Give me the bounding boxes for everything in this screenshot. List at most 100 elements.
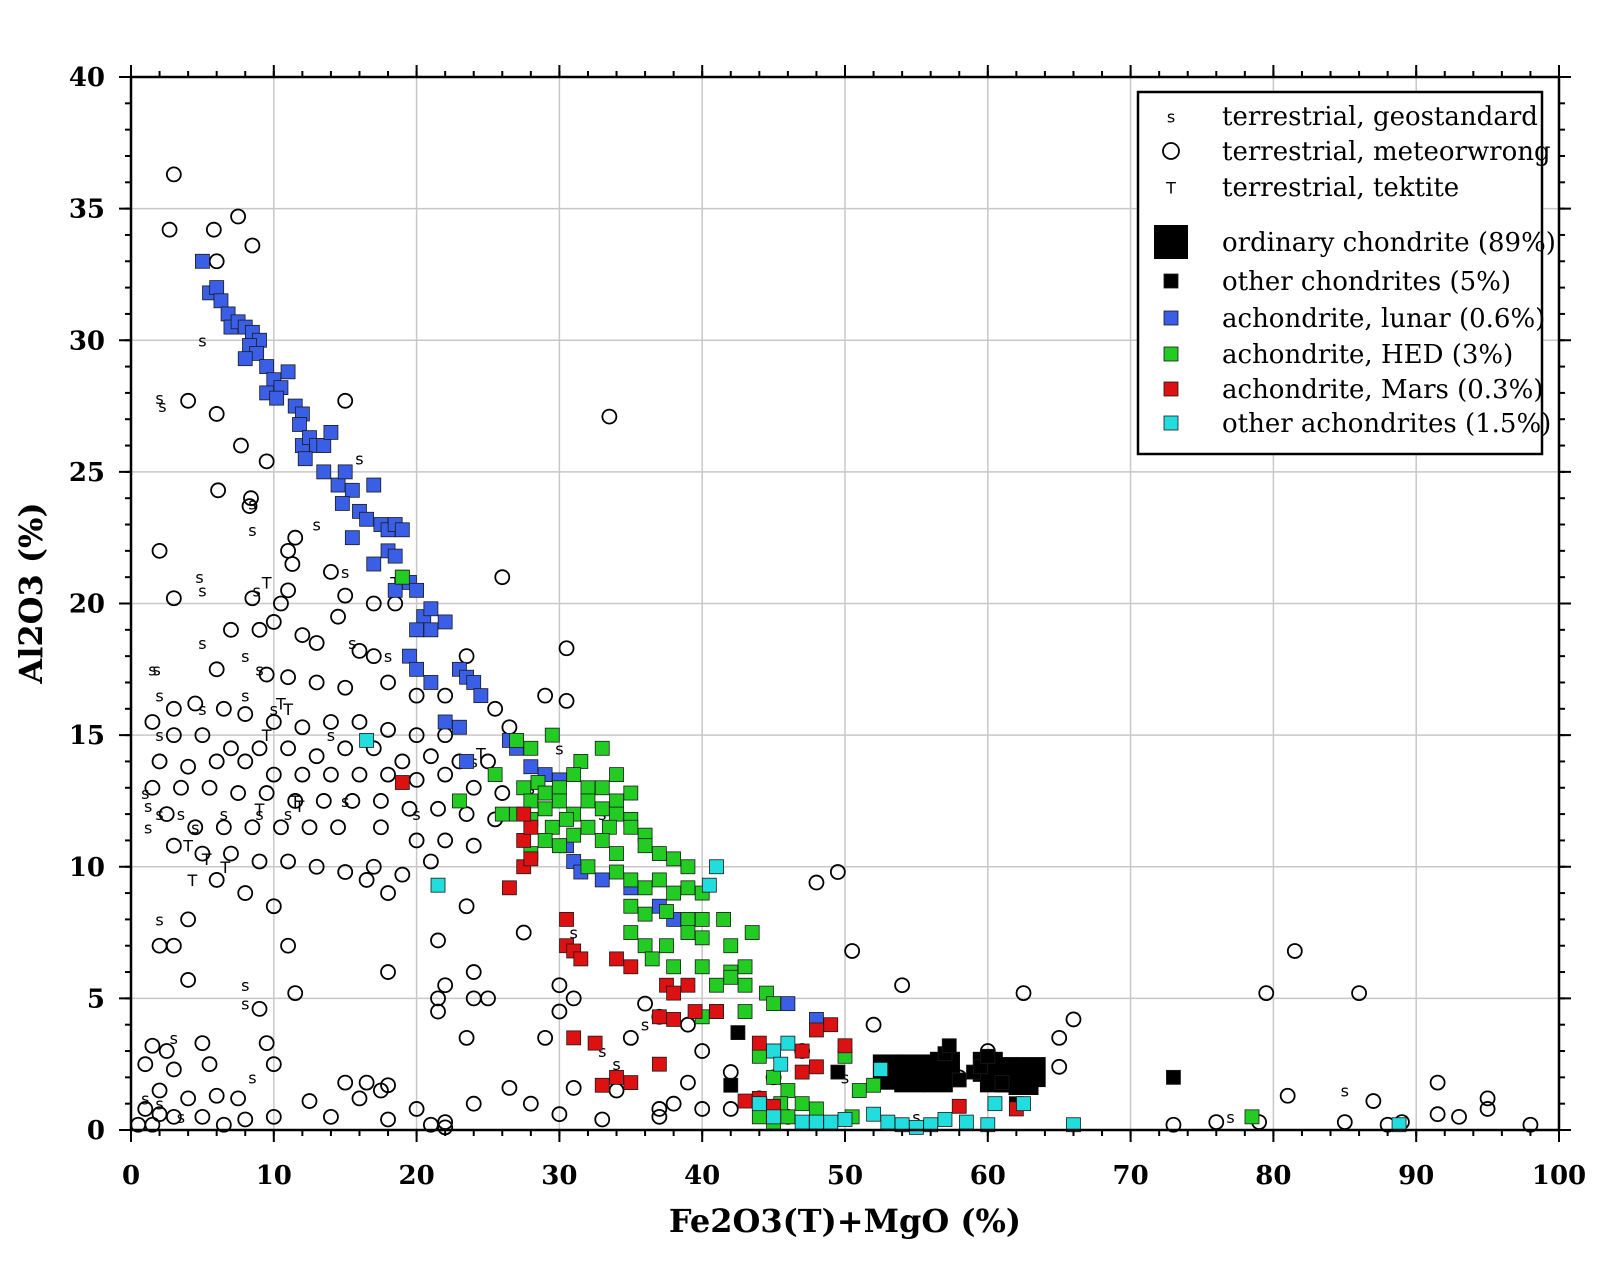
data-point [551, 1003, 568, 1020]
data-point: T [289, 792, 300, 811]
data-point: s [412, 805, 420, 824]
data-point [651, 1056, 667, 1072]
series-8 [359, 732, 1407, 1135]
data-point [330, 477, 346, 493]
data-point [316, 438, 332, 453]
data-point [430, 877, 446, 893]
data-point [323, 766, 339, 783]
data-point [941, 1038, 957, 1054]
data-point [573, 754, 589, 769]
data-point [223, 845, 239, 862]
data-point: s [141, 1089, 149, 1108]
data-point [372, 1082, 389, 1099]
data-point [566, 827, 582, 843]
data-point: T [254, 800, 265, 819]
x-tick-label: 100 [1532, 1161, 1586, 1191]
data-point: s [155, 389, 163, 408]
data-point [637, 938, 653, 954]
data-point [523, 851, 539, 867]
data-point [380, 964, 396, 980]
data-point [844, 943, 861, 959]
data-point [351, 642, 368, 659]
data-point [1286, 943, 1303, 959]
data-point [466, 675, 482, 690]
data-point [165, 700, 182, 717]
data-point [737, 1004, 753, 1019]
data-point [351, 766, 368, 783]
data-point [210, 482, 227, 499]
data-point [194, 1108, 211, 1125]
y-tick-label: 15 [69, 721, 105, 751]
data-point [1429, 1106, 1446, 1123]
data-point [244, 237, 261, 254]
data-point [680, 977, 696, 993]
data-point [1015, 985, 1032, 1002]
data-point [544, 819, 560, 835]
data-point [269, 390, 285, 406]
data-point [337, 864, 354, 880]
y-tick-label: 20 [69, 590, 105, 620]
data-point [437, 832, 454, 849]
data-point [337, 1074, 354, 1091]
data-point [465, 779, 482, 796]
legend-marker [1163, 381, 1179, 397]
data-point [837, 1038, 853, 1054]
data-point [265, 714, 282, 730]
data-point: s [155, 726, 163, 745]
data-point [308, 635, 325, 651]
data-point [344, 482, 360, 498]
data-point [522, 1095, 539, 1112]
legend-marker [1163, 415, 1179, 431]
data-point [294, 719, 311, 736]
data-point [258, 785, 275, 801]
data-point [409, 622, 425, 638]
data-point [330, 819, 346, 836]
data-point [609, 951, 624, 967]
data-point: s [153, 660, 161, 679]
data-point [437, 766, 454, 783]
data-point [265, 1056, 282, 1073]
data-point [1451, 1108, 1467, 1125]
data-point [723, 1077, 739, 1093]
data-point [387, 548, 403, 564]
data-point [1479, 1090, 1496, 1107]
data-point [1479, 1101, 1496, 1117]
data-point [258, 666, 275, 683]
data-point [337, 679, 354, 696]
data-point [709, 859, 724, 875]
y-tick-label: 40 [69, 63, 105, 93]
data-point [680, 880, 696, 896]
data-point [265, 898, 282, 915]
data-point [523, 740, 539, 756]
data-point [1008, 1064, 1039, 1095]
x-tick-label: 40 [684, 1161, 720, 1191]
data-point [194, 1035, 211, 1052]
data-point [233, 437, 249, 454]
data-point [1051, 1058, 1068, 1075]
data-point [230, 785, 247, 801]
data-point [680, 1016, 696, 1033]
data-point [201, 779, 218, 796]
series-6 [394, 569, 1260, 1130]
data-point [297, 451, 313, 467]
data-point: s [570, 924, 578, 943]
data-point: T [282, 700, 293, 719]
data-point [165, 837, 182, 854]
data-point [737, 977, 753, 993]
data-point [580, 819, 596, 835]
data-point [372, 819, 389, 836]
data-point [659, 904, 674, 919]
data-point: s [555, 739, 563, 758]
data-point [651, 1101, 668, 1117]
data-point: s [912, 1108, 920, 1127]
data-point [794, 1114, 810, 1130]
data-point [323, 424, 339, 440]
data-point [337, 587, 354, 604]
data-point [537, 785, 553, 801]
data-point [773, 1056, 789, 1072]
data-point [909, 1119, 924, 1135]
data-point [651, 1108, 668, 1125]
data-point: T [261, 726, 272, 745]
data-point [334, 496, 350, 511]
data-point [666, 985, 682, 1001]
